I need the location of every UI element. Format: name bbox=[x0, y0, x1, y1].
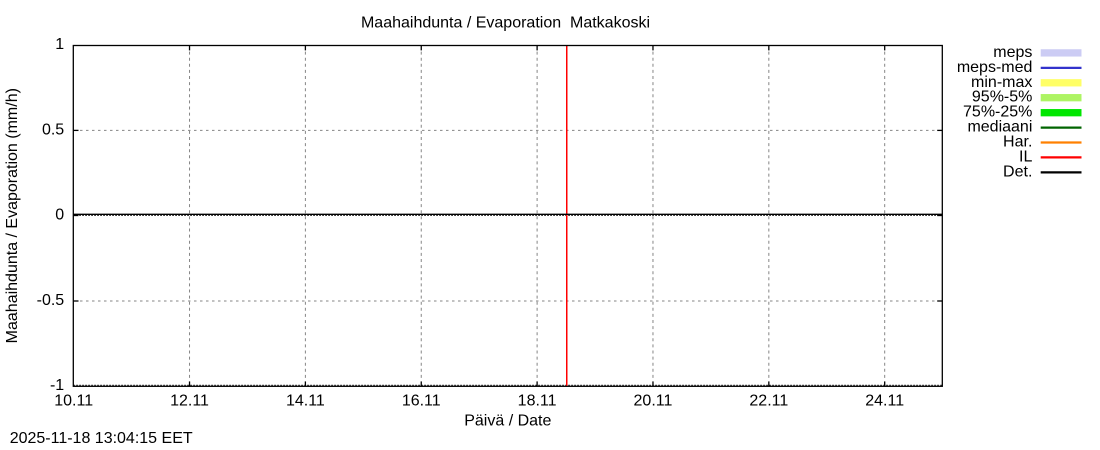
svg-text:-1: -1 bbox=[50, 377, 64, 394]
svg-text:16.11: 16.11 bbox=[402, 393, 441, 410]
svg-text:20.11: 20.11 bbox=[634, 393, 673, 410]
svg-text:min-max: min-max bbox=[971, 74, 1032, 91]
svg-text:-0.5: -0.5 bbox=[37, 292, 65, 309]
svg-text:95%-5%: 95%-5% bbox=[972, 89, 1032, 106]
svg-text:14.11: 14.11 bbox=[286, 393, 325, 410]
svg-text:meps-med: meps-med bbox=[957, 59, 1033, 76]
svg-text:22.11: 22.11 bbox=[749, 393, 788, 410]
svg-text:mediaani: mediaani bbox=[967, 119, 1032, 136]
svg-text:24.11: 24.11 bbox=[865, 393, 904, 410]
svg-text:18.11: 18.11 bbox=[518, 393, 557, 410]
svg-text:75%-25%: 75%-25% bbox=[963, 104, 1032, 121]
svg-text:0.5: 0.5 bbox=[42, 121, 64, 138]
svg-text:10.11: 10.11 bbox=[54, 393, 93, 410]
svg-text:2025-11-18 13:04:15 EET: 2025-11-18 13:04:15 EET bbox=[10, 430, 193, 447]
svg-text:12.11: 12.11 bbox=[170, 393, 209, 410]
svg-text:Maahaihdunta / Evaporation Ma: Maahaihdunta / Evaporation Matkakoski bbox=[361, 14, 650, 31]
svg-text:Det.: Det. bbox=[1003, 163, 1032, 180]
svg-text:Har.: Har. bbox=[1003, 134, 1032, 151]
svg-text:Päivä / Date: Päivä / Date bbox=[464, 413, 551, 430]
svg-text:0: 0 bbox=[55, 207, 64, 224]
svg-text:Maahaihdunta / Evaporation (mm: Maahaihdunta / Evaporation (mm/h) bbox=[4, 88, 21, 343]
svg-text:meps: meps bbox=[993, 44, 1032, 61]
svg-text:1: 1 bbox=[55, 36, 64, 53]
svg-text:IL: IL bbox=[1019, 149, 1032, 166]
